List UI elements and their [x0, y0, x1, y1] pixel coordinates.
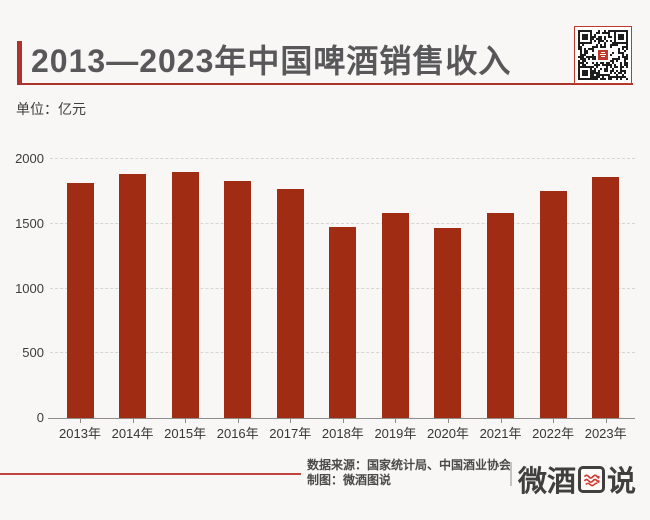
bar-2015年	[171, 172, 199, 418]
x-tick-8	[500, 419, 502, 423]
x-tick-2	[185, 419, 187, 423]
x-axis-line	[48, 418, 635, 419]
x-tick-7	[447, 419, 449, 423]
bar-2017年	[276, 189, 304, 418]
x-tick-3	[237, 419, 239, 423]
y-tick-label-2000: 2000	[15, 151, 44, 166]
x-tick-6	[395, 419, 397, 423]
x-tick-label-2022年: 2022年	[532, 426, 575, 441]
x-tick-label-2015年: 2015年	[164, 426, 207, 441]
x-tick-label-2020年: 2020年	[427, 426, 469, 441]
y-tick-label-1000: 1000	[15, 280, 44, 296]
title-accent-bar	[17, 41, 22, 83]
y-tick-label-500: 500	[22, 345, 44, 361]
bar-2022年	[539, 191, 567, 418]
unit-label: 单位：亿元	[16, 101, 86, 117]
y-tick-label-1500: 1500	[15, 215, 44, 231]
x-tick-4	[290, 419, 292, 423]
x-tick-label-2021年: 2021年	[479, 426, 522, 441]
x-tick-label-2016年: 2016年	[216, 426, 259, 441]
bar-2018年	[329, 227, 357, 418]
page-title: 2013—2023年中国啤酒销售收入	[31, 43, 512, 79]
logo-wave-icon	[578, 465, 606, 493]
bar-2020年	[434, 227, 462, 418]
y-tick-label-0: 0	[36, 410, 44, 425]
grid-line-1500	[50, 222, 635, 224]
x-tick-label-2014年: 2014年	[111, 426, 154, 441]
logo-text-suffix: 说	[607, 466, 637, 498]
brand-logo: 微酒 说	[518, 458, 636, 500]
footer-red-line	[0, 473, 301, 475]
x-tick-10	[605, 419, 607, 423]
x-tick-label-2013年: 2013年	[59, 426, 101, 441]
title-underline	[17, 83, 633, 85]
footer-divider	[510, 462, 512, 486]
bar-2021年	[487, 212, 515, 418]
x-tick-9	[553, 419, 555, 423]
x-tick-5	[342, 419, 344, 423]
data-source-text: 数据来源：国家统计局、中国酒业协会	[307, 458, 512, 472]
x-tick-label-2017年: 2017年	[269, 426, 312, 441]
x-tick-label-2023年: 2023年	[584, 426, 627, 441]
qr-code	[574, 26, 632, 84]
bar-2019年	[381, 213, 409, 418]
bar-2023年	[592, 176, 620, 418]
qr-code-image	[578, 30, 628, 80]
grid-line-2000	[50, 158, 635, 159]
credit-text: 制图：微酒图说	[307, 473, 392, 487]
bar-2016年	[224, 180, 252, 418]
logo-text-prefix: 微酒	[518, 466, 577, 498]
x-tick-label-2019年: 2019年	[374, 426, 417, 441]
source-block: 数据来源：国家统计局、中国酒业协会 制图：微酒图说	[307, 458, 511, 488]
x-tick-0	[80, 419, 81, 423]
x-tick-1	[132, 419, 134, 423]
bar-2014年	[119, 173, 147, 418]
bar-2013年	[66, 183, 94, 418]
x-tick-label-2018年: 2018年	[321, 426, 364, 441]
